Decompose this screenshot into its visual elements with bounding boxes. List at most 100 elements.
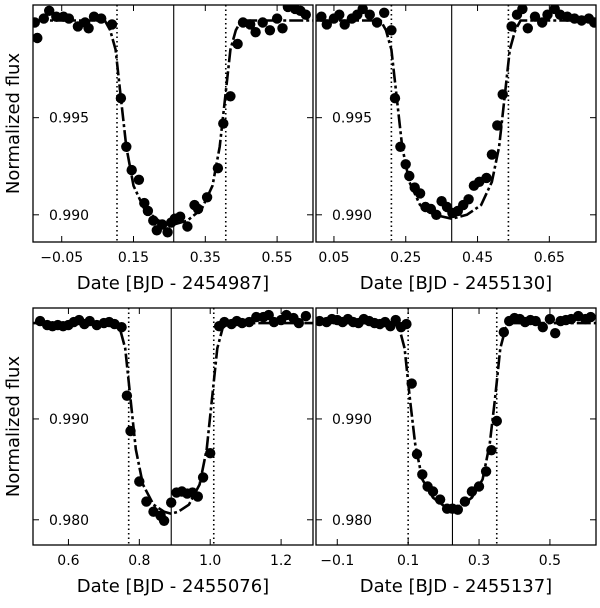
panel-bottom-right-frame [315,307,597,546]
data-point [201,192,213,203]
panel-top-right-ticks: 0.05 0.25 0.45 0.65 0.995 0.990 [316,5,596,266]
data-point [400,159,411,170]
panel-bottom-left-frame [32,307,314,546]
panel-top-left-marks [33,5,313,242]
data-point [401,318,412,330]
data-point [245,19,256,30]
data-point [257,17,268,28]
panel-top-left: −0.05 0.15 0.35 0.55 0.995 0.990 Date [BJD - … [3,4,314,294]
data-point [427,486,439,497]
data-point [271,13,283,24]
data-point [497,89,508,100]
data-point [486,149,498,160]
data-point [390,314,401,326]
data-point [321,19,332,30]
x-tick-label: 0.3 [468,553,490,569]
data-point [225,91,236,102]
data-point [491,415,502,427]
panel-bottom-right-xlabel: Date [BJD - 2455137] [360,576,552,597]
panel-top-left-ylabel: Normalized flux [3,53,24,195]
x-tick-label: 0.65 [534,250,565,266]
model-curve [316,19,596,220]
data-point [192,491,203,502]
data-point [492,120,503,131]
data-point [406,378,417,389]
data-point [148,215,159,226]
data-point [334,9,345,20]
y-tick-label: 0.990 [49,412,89,428]
x-tick-label: 0.5 [539,553,561,569]
data-point [452,504,463,515]
x-tick-label: 0.6 [57,553,79,569]
data-point [395,141,406,152]
data-point [121,141,132,152]
data-point [379,7,390,18]
data-point [115,93,127,104]
data-point [481,172,492,184]
panel-bottom-right-ticks: −0.1 0.1 0.3 0.5 0.990 0.980 [316,308,596,569]
panel-top-left-xlabel: Date [BJD - 2454987] [77,273,269,294]
data-point [157,219,168,230]
data-point [300,310,312,322]
data-point [116,322,127,333]
panel-bottom-left-marks [33,308,313,545]
data-point [386,25,397,36]
data-point [293,317,304,329]
x-tick-label: 0.25 [390,250,421,266]
data-point [517,5,528,15]
data-point [473,481,485,492]
panel-bottom-left-xlabel: Date [BJD - 2455076] [77,576,269,597]
data-point [133,174,145,185]
data-point [522,23,533,34]
data-point [339,19,350,30]
data-point [404,170,415,182]
data-point [106,19,118,30]
data-point [300,9,311,20]
panel-bottom-right-marks [316,308,596,545]
y-tick-label: 0.980 [332,513,372,529]
data-point [134,476,145,487]
data-point [529,11,541,22]
data-point [162,227,173,238]
data-point [414,188,426,199]
data-point [232,38,243,50]
data-point [212,163,224,174]
data-point [459,496,471,507]
data-point [544,313,556,325]
data-point [506,21,517,32]
data-point [38,13,49,24]
data-point [434,494,446,505]
panel-top-right-xlabel: Date [BJD - 2455130] [360,273,552,294]
panel-top-right-marks [316,5,596,242]
x-tick-label: 0.05 [318,250,349,266]
data-point [33,32,43,44]
data-point [142,205,154,217]
data-point [51,11,62,22]
data-point [537,322,548,333]
data-point [175,211,186,222]
data-point [125,425,136,437]
y-tick-label: 0.990 [332,208,372,224]
data-point [166,497,177,508]
panel-top-right-frame [315,4,597,243]
y-tick-label: 0.990 [332,412,372,428]
data-point [141,496,152,507]
data-point [417,469,428,480]
data-point [498,327,509,338]
data-point [121,390,133,401]
data-point [537,17,548,28]
panel-bottom-left: 0.6 0.8 1.0 1.2 0.990 0.980 Date [BJD - 24550… [3,307,314,597]
data-point [431,209,442,220]
data-point [158,515,170,526]
x-tick-label: −0.1 [320,553,354,569]
data-point [316,11,327,22]
data-point [96,13,107,24]
y-tick-label: 0.995 [332,111,372,127]
x-tick-label: 0.1 [397,553,419,569]
x-tick-label: 0.45 [462,250,493,266]
data-point [486,445,497,456]
x-tick-label: 0.8 [128,553,150,569]
data-point [357,5,368,15]
data-point [126,164,137,176]
